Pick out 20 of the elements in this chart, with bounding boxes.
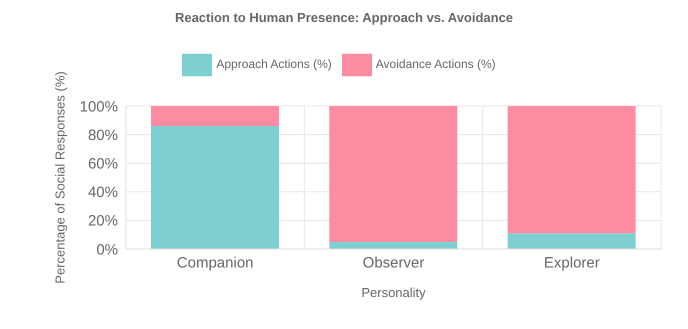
x-tick-label: Explorer xyxy=(544,254,600,272)
x-axis-title: Personality xyxy=(361,285,426,300)
y-axis-title: Percentage of Social Responses (%) xyxy=(52,71,68,284)
legend-label: Approach Actions (%) xyxy=(216,57,332,72)
bar xyxy=(508,106,636,234)
y-tick-label: 60% xyxy=(88,156,118,173)
chart-title: Reaction to Human Presence: Approach vs. Avoidance xyxy=(174,9,514,27)
bar xyxy=(150,126,279,249)
bar xyxy=(329,242,458,249)
bar xyxy=(329,106,458,242)
y-tick-label: 20% xyxy=(88,212,118,230)
x-tick-label: Companion xyxy=(176,254,254,272)
y-tick-label: 80% xyxy=(88,126,118,144)
x-tick-label: Observer xyxy=(362,254,424,272)
y-tick-label: 100% xyxy=(80,98,118,116)
bar xyxy=(150,106,279,126)
legend-label: Avoidance Actions (%) xyxy=(376,57,496,72)
bar xyxy=(508,233,636,249)
y-tick-label: 0% xyxy=(96,241,118,258)
y-tick-label: 40% xyxy=(88,184,118,202)
